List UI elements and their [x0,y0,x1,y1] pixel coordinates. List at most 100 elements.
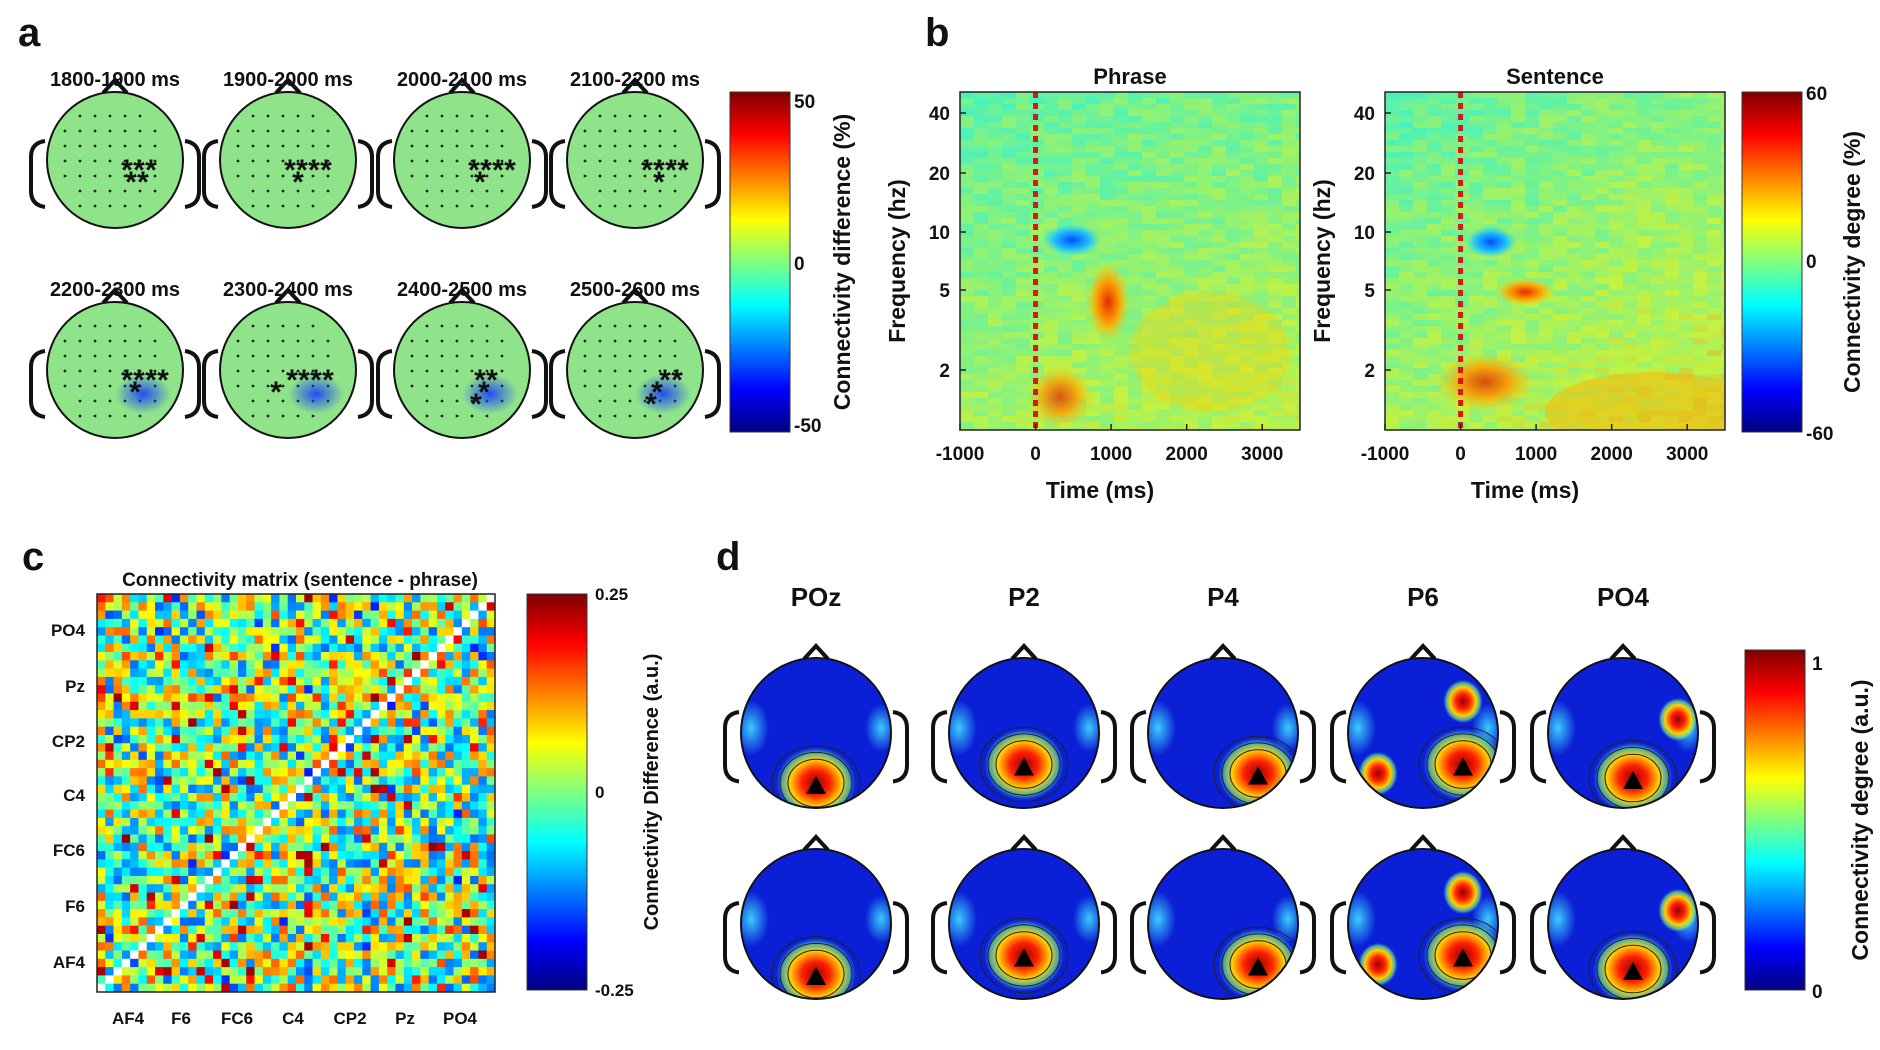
matrix-cell [345,602,355,611]
matrix-cell [204,652,214,661]
matrix-cell [320,809,330,819]
noise-cell [1385,212,1399,218]
electrode-dot [123,339,127,343]
noise-cell [1114,164,1128,170]
matrix-cell [105,867,114,877]
matrix-cell [304,618,313,628]
noise-cell [960,176,974,182]
noise-cell [1282,386,1296,392]
matrix-cell [362,643,371,653]
noise-cell [1665,140,1679,146]
noise-cell [1707,350,1721,356]
noise-cell [1399,158,1413,164]
matrix-cell [436,734,446,744]
noise-cell [1156,428,1170,430]
electrode-dot [326,144,330,148]
noise-cell [1665,158,1679,164]
electrode-dot [500,174,504,178]
noise-cell [1226,302,1240,308]
noise-cell [1483,410,1497,416]
matrix-cell [196,718,206,727]
noise-cell [1427,104,1441,110]
matrix-cell [246,859,255,868]
electrode-dot [108,324,112,328]
matrix-cell [329,610,338,620]
noise-cell [1058,134,1072,140]
matrix-cell [121,594,131,603]
matrix-cell [354,793,363,802]
noise-cell [1413,314,1427,320]
noise-cell [1100,380,1114,386]
noise-cell [1226,206,1240,212]
matrix-cell [345,693,355,703]
electrode-dot [138,354,142,358]
matrix-cell [362,676,371,686]
matrix-cell [163,867,172,877]
noise-cell [1240,230,1254,236]
noise-cell [1226,176,1240,182]
noise-cell [1226,392,1240,398]
matrix-cell [204,809,214,819]
noise-cell [1539,188,1553,194]
matrix-cell [378,809,388,819]
noise-cell [1184,92,1198,98]
noise-cell [1240,188,1254,194]
noise-cell [1198,146,1212,152]
noise-cell [1525,428,1539,430]
matrix-cell [428,793,438,802]
matrix-cell [412,594,421,603]
electrode-dot [251,369,255,373]
diagonal-cell [237,842,247,852]
noise-cell [1413,410,1427,416]
electrode-dot [63,129,67,133]
matrix-cell [403,602,413,611]
noise-cell [1184,254,1198,260]
noise-cell [1385,416,1399,422]
noise-cell [1226,410,1240,416]
electrode-dot [613,129,617,133]
matrix-cell [254,693,264,703]
matrix-cell [445,851,454,860]
noise-cell [1170,176,1184,182]
noise-cell [1170,422,1184,428]
matrix-cell [445,776,454,786]
noise-cell [1567,278,1581,284]
matrix-cell [296,594,305,603]
noise-cell [1044,206,1058,212]
electrode-dot [598,174,602,178]
noise-cell [1525,410,1539,416]
significant-electrode-star: * [308,154,320,187]
electrode-dot [643,189,647,193]
noise-cell [1707,320,1721,326]
matrix-cell [163,676,172,686]
noise-cell [1156,422,1170,428]
noise-cell [1399,290,1413,296]
electrode-dot [613,114,617,118]
noise-cell [1497,92,1511,98]
noise-cell [1100,116,1114,122]
noise-cell [1268,104,1282,110]
noise-cell [1623,236,1637,242]
noise-cell [1128,332,1142,338]
noise-cell [1525,134,1539,140]
matrix-cell [179,602,189,611]
matrix-cell [345,685,355,694]
matrix-cell [246,826,255,835]
matrix-cell [362,685,371,694]
noise-cell [1240,344,1254,350]
matrix-cell [320,726,330,736]
noise-cell [1282,152,1296,158]
matrix-cell [370,627,380,636]
matrix-cell [188,751,197,761]
noise-cell [1226,320,1240,326]
noise-cell [960,92,974,98]
matrix-cell [246,643,255,653]
noise-cell [1128,284,1142,290]
noise-cell [1399,146,1413,152]
matrix-cell [296,809,305,819]
matrix-cell [436,867,446,877]
matrix-cell [428,718,438,727]
noise-cell [1413,200,1427,206]
noise-cell [1296,230,1300,236]
noise-cell [1016,362,1030,368]
